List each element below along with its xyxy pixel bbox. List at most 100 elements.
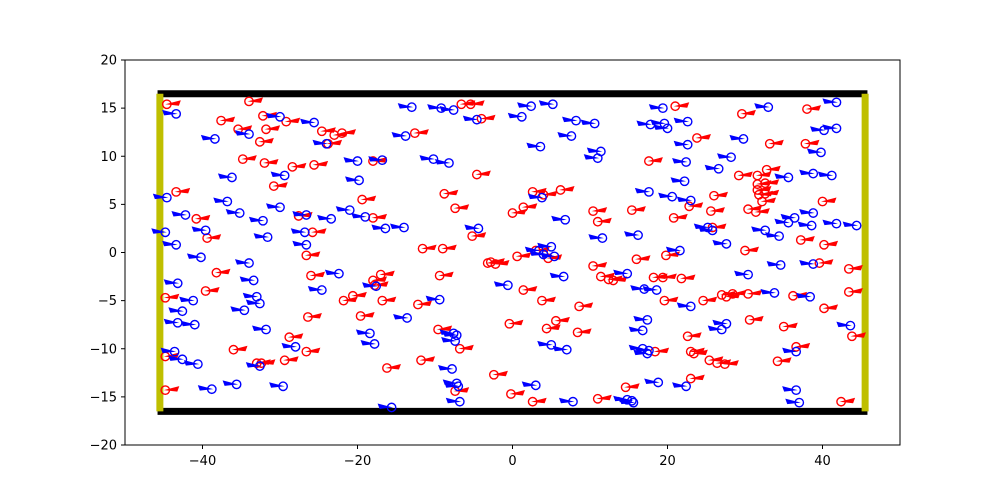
- particle: [668, 212, 688, 223]
- particle: [774, 217, 794, 228]
- velocity-arrow: [379, 270, 395, 277]
- velocity-arrow: [665, 246, 682, 253]
- particle: [200, 286, 220, 296]
- velocity-arrow: [324, 269, 341, 276]
- velocity-arrow: [419, 155, 435, 161]
- particle: [493, 280, 513, 291]
- particle: [624, 230, 643, 241]
- y-tick-label: −15: [90, 390, 117, 405]
- particle: [552, 344, 572, 355]
- velocity-arrow: [743, 246, 759, 253]
- velocity-arrow: [634, 346, 651, 353]
- particle: [309, 160, 329, 170]
- velocity-arrow: [441, 337, 457, 343]
- velocity-arrow: [531, 187, 547, 194]
- velocity-arrow: [686, 332, 702, 338]
- velocity-arrow: [362, 282, 378, 288]
- particle: [391, 131, 411, 141]
- particle: [631, 254, 651, 265]
- particle: [191, 225, 211, 236]
- velocity-arrow: [537, 242, 553, 249]
- particle: [180, 319, 200, 330]
- y-tick-label: 15: [100, 102, 117, 117]
- particle: [558, 396, 578, 407]
- particle: [213, 196, 233, 207]
- particle: [211, 267, 231, 278]
- velocity-arrow: [183, 360, 200, 366]
- velocity-arrow: [162, 109, 178, 116]
- particle: [445, 396, 465, 407]
- velocity-arrow: [650, 119, 666, 126]
- velocity-arrow: [307, 286, 324, 292]
- velocity-arrow: [247, 97, 263, 103]
- particle: [375, 269, 395, 280]
- particle: [284, 332, 304, 343]
- velocity-arrow: [351, 212, 367, 219]
- particle: [317, 213, 337, 224]
- velocity-arrow: [661, 273, 677, 280]
- particle: [425, 294, 445, 305]
- particle: [551, 214, 571, 225]
- y-tick-label: −5: [98, 294, 117, 309]
- velocity-arrow: [746, 289, 763, 296]
- velocity-arrow: [672, 382, 688, 388]
- particle: [442, 330, 462, 341]
- y-tick-label: 20: [100, 54, 117, 69]
- particle: [163, 278, 183, 289]
- velocity-arrow: [679, 274, 696, 280]
- y-tick-label: −20: [90, 439, 117, 454]
- velocity-arrow: [290, 228, 307, 234]
- particle: [368, 212, 387, 223]
- velocity-arrow: [676, 302, 693, 308]
- velocity-arrow: [712, 239, 728, 246]
- particle: [434, 270, 454, 281]
- velocity-arrow: [359, 312, 375, 318]
- velocity-arrow: [442, 189, 459, 196]
- velocity-arrow: [558, 397, 575, 404]
- velocity-arrow: [235, 130, 251, 136]
- velocity-arrow: [163, 386, 180, 392]
- particle: [437, 243, 457, 254]
- velocity-arrow: [653, 124, 669, 130]
- particle: [237, 154, 257, 165]
- velocity-arrow: [311, 228, 327, 234]
- velocity-arrow: [281, 342, 297, 349]
- velocity-arrow: [421, 244, 437, 251]
- particle: [161, 99, 181, 110]
- particle: [688, 348, 708, 359]
- velocity-arrow: [596, 217, 612, 224]
- particle: [151, 227, 171, 238]
- velocity-arrow: [507, 319, 524, 326]
- particle: [186, 252, 206, 263]
- particle: [817, 170, 837, 181]
- particle: [507, 111, 527, 122]
- velocity-arrow: [416, 300, 432, 306]
- particle: [772, 356, 792, 367]
- velocity-arrow: [554, 316, 570, 323]
- particle: [450, 386, 470, 396]
- velocity-arrow: [284, 117, 301, 124]
- velocity-arrow: [799, 169, 815, 176]
- velocity-arrow: [214, 268, 231, 275]
- particle: [580, 118, 600, 129]
- particle: [179, 295, 199, 306]
- particle: [434, 158, 454, 168]
- velocity-arrow: [763, 189, 780, 196]
- particle: [439, 188, 459, 199]
- velocity-arrow: [292, 210, 308, 217]
- velocity-arrow: [493, 281, 510, 287]
- velocity-arrow: [731, 289, 747, 296]
- particle: [235, 129, 254, 140]
- particle: [648, 103, 668, 114]
- particle: [462, 114, 482, 125]
- velocity-arrow: [444, 382, 460, 388]
- particle: [261, 124, 281, 135]
- particle: [657, 272, 677, 283]
- particle: [800, 138, 820, 149]
- velocity-arrow: [760, 288, 776, 295]
- velocity-arrow: [306, 312, 322, 319]
- velocity-arrow: [658, 192, 674, 199]
- x-tick-label: −40: [189, 454, 216, 469]
- particle: [620, 382, 640, 393]
- velocity-arrow: [712, 191, 728, 198]
